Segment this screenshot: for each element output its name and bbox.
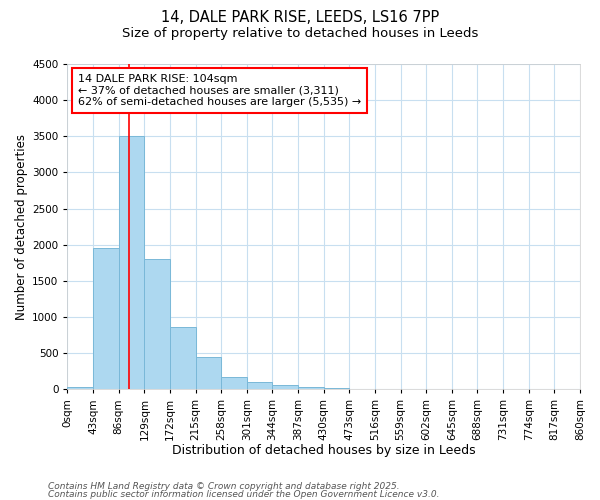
Bar xyxy=(272,385,298,389)
Bar xyxy=(93,248,119,389)
Bar xyxy=(196,356,221,389)
Bar xyxy=(221,377,247,389)
Text: 14, DALE PARK RISE, LEEDS, LS16 7PP: 14, DALE PARK RISE, LEEDS, LS16 7PP xyxy=(161,10,439,25)
Bar xyxy=(145,259,170,389)
Text: Size of property relative to detached houses in Leeds: Size of property relative to detached ho… xyxy=(122,28,478,40)
Bar xyxy=(324,388,349,389)
Bar xyxy=(247,382,272,389)
Bar xyxy=(67,387,93,389)
Text: Contains HM Land Registry data © Crown copyright and database right 2025.: Contains HM Land Registry data © Crown c… xyxy=(48,482,400,491)
Text: 14 DALE PARK RISE: 104sqm
← 37% of detached houses are smaller (3,311)
62% of se: 14 DALE PARK RISE: 104sqm ← 37% of detac… xyxy=(77,74,361,107)
Y-axis label: Number of detached properties: Number of detached properties xyxy=(15,134,28,320)
X-axis label: Distribution of detached houses by size in Leeds: Distribution of detached houses by size … xyxy=(172,444,476,458)
Text: Contains public sector information licensed under the Open Government Licence v3: Contains public sector information licen… xyxy=(48,490,439,499)
Bar xyxy=(170,327,196,389)
Bar xyxy=(119,136,145,389)
Bar xyxy=(298,386,324,389)
